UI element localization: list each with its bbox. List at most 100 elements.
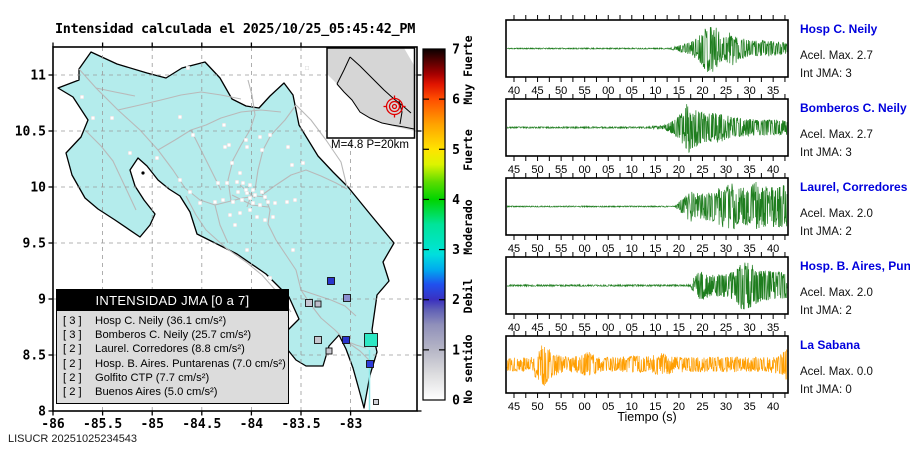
colorbar-category-labels: Muy Fuerte Fuerte Moderado Debil No sentido [461, 35, 475, 403]
intensity-marker [342, 336, 350, 344]
waveform-time-label: 45 [531, 322, 543, 334]
waveform-time-label: 20 [673, 164, 685, 176]
colorbar-number: 0 [452, 394, 460, 409]
station-dot [243, 137, 248, 142]
x-tick-label: -84.5 [182, 417, 221, 432]
waveform-time-label: 30 [720, 164, 732, 176]
road-line [261, 169, 348, 196]
waveform-time-label: 35 [743, 164, 755, 176]
road-line [85, 130, 137, 211]
station-dot [221, 122, 226, 127]
station-dot [263, 217, 268, 222]
intensity-marker [305, 299, 313, 307]
agency-watermark: LISUCR 20251025234543 [8, 433, 138, 445]
road-line [190, 129, 222, 191]
map-axis-ticks [48, 42, 422, 416]
station-dot [109, 115, 114, 120]
waveform-time-label: 30 [743, 85, 755, 97]
seismogram-trace [506, 181, 788, 230]
station-dot [250, 187, 255, 192]
waveform-time-label: 00 [579, 164, 591, 176]
waveform-panel: 45 50 55 00 05 10 15 20 25 30 35 40 [505, 331, 789, 413]
station-dot [244, 144, 249, 149]
station-dot [301, 160, 306, 165]
station-dot [177, 177, 182, 182]
colorbar-category-label: Muy Fuerte [461, 35, 475, 104]
waveform-panels: 40 45 50 55 00 05 10 15 20 25 30 35 45 50 55 00 05 10 15 20… [505, 15, 789, 424]
colorbar-category-label: Fuerte [461, 129, 475, 171]
station-dot [305, 65, 310, 70]
waveform-time-label: 10 [649, 322, 661, 334]
station-dot [258, 202, 263, 207]
station-dot [154, 155, 159, 160]
waveform-time-label: 45 [531, 85, 543, 97]
station-dot [239, 197, 244, 202]
waveform-time-label: 05 [602, 401, 614, 413]
waveform-time-label: 35 [767, 322, 779, 334]
x-tick-label: -85.5 [83, 417, 122, 432]
legend-item-intensity: [ 3 ] [63, 329, 82, 342]
seismogram-trace [507, 27, 788, 73]
legend-item-station: Bomberos C. Neily (25.7 cm/s²) [95, 329, 252, 342]
waveform-time-label: 25 [720, 85, 732, 97]
station-dot [90, 115, 95, 120]
waveform-time-label: 00 [579, 243, 591, 255]
y-tick-label: 10 [30, 181, 46, 196]
station-dot [222, 144, 227, 149]
station-dot [190, 132, 195, 137]
waveform-time-label: 10 [649, 85, 661, 97]
road-line [157, 109, 282, 151]
waveform-time-label: 45 [508, 401, 520, 413]
station-dot [285, 199, 290, 204]
colorbar-number: 7 [452, 43, 460, 58]
waveform-time-label: 25 [720, 322, 732, 334]
colorbar-number: 3 [452, 243, 460, 258]
intensity-marker [366, 360, 374, 368]
waveform-time-label: 20 [673, 243, 685, 255]
station-dot [237, 170, 242, 175]
station-dot [235, 189, 240, 194]
event-magnitude-depth-label: M=4.8 P=20km [331, 139, 409, 151]
legend-item: [ 3 ] Bomberos C. Neily (25.7 cm/s²) [63, 328, 288, 342]
station-dot [268, 276, 273, 281]
road-line [295, 104, 348, 188]
waveform-time-label: 00 [602, 85, 614, 97]
waveform-panel: 45 50 55 00 05 10 15 20 25 30 35 40 [505, 173, 789, 255]
waveform-panel: 40 45 50 55 00 05 10 15 20 25 30 35 [505, 252, 789, 334]
station-dot [212, 199, 217, 204]
waveform-time-label: 30 [720, 401, 732, 413]
legend-item-station: Buenos Aires (5.0 cm/s²) [95, 386, 218, 399]
waveform-box [505, 177, 789, 236]
legend-title: INTENSIDAD JMA [0 a 7] [57, 290, 288, 311]
intensity-marker [373, 399, 379, 405]
waveform-time-label: 50 [531, 401, 543, 413]
legend-item-intensity: [ 2 ] [63, 386, 82, 399]
waveform-time-label: 20 [673, 401, 685, 413]
colorbar-number: 1 [452, 343, 460, 358]
waveform-time-label: 40 [767, 243, 779, 255]
station-dot [247, 182, 252, 187]
inset-pacific-coastline [336, 83, 415, 130]
waveform-time-label: 40 [508, 322, 520, 334]
intensity-colorbar: 0 1 2 3 4 5 6 7 Muy Fuerte Fuerte Moderado Debil No… [422, 35, 475, 409]
waveform-time-label: 30 [720, 243, 732, 255]
y-tick-label: 11 [30, 69, 46, 84]
colorbar-gradient [422, 48, 446, 401]
intensity-marker [327, 277, 335, 285]
legend-item-intensity: [ 3 ] [63, 315, 82, 327]
waveform-time-label: 35 [743, 243, 755, 255]
colorbar-number: 6 [452, 93, 460, 108]
costa-rica-landmass [57, 51, 395, 409]
waveform-panel: 40 45 50 55 00 05 10 15 20 25 30 35 [505, 15, 789, 97]
colorbar-category-label: Moderado [461, 199, 475, 254]
waveform-time-label: 15 [673, 85, 685, 97]
inset-locator-map [326, 47, 416, 139]
waveform-time-label: 20 [696, 85, 708, 97]
legend-item: [ 2 ] Buenos Aires (5.0 cm/s²) [63, 385, 288, 399]
waveform-time-label: 35 [767, 85, 779, 97]
inset-nicaragua-border [336, 56, 351, 85]
legend-item: [ 2 ] Laurel. Corredores (8.8 cm/s²) [63, 342, 288, 356]
waveform-time-label: 10 [626, 164, 638, 176]
waveform-time-label: 20 [696, 322, 708, 334]
